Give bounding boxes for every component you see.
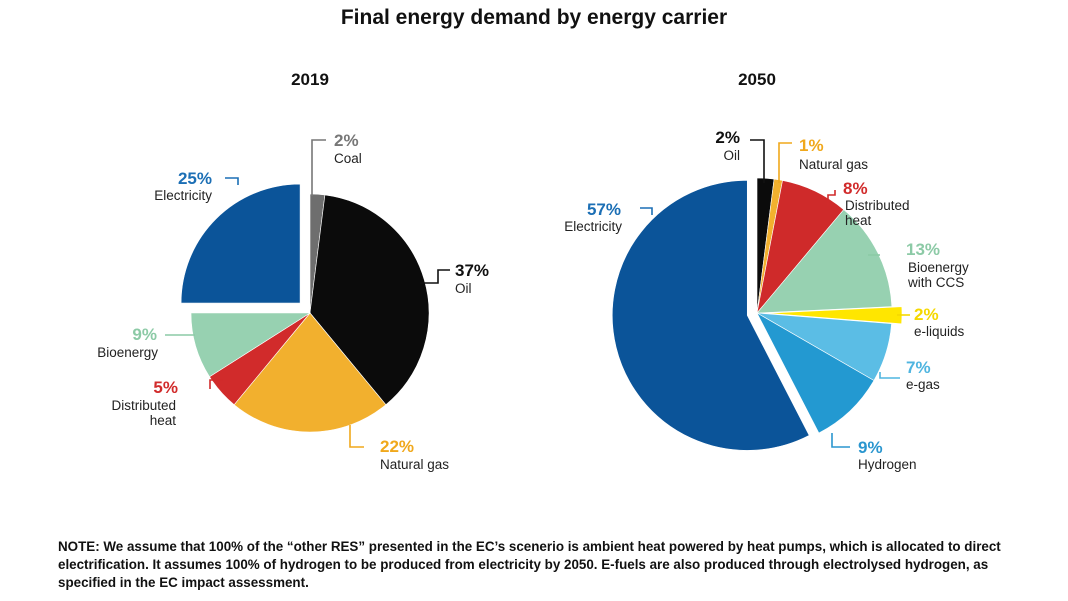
pct-label-2019-coal: 2% [334,131,359,150]
pct-label-2019-oil: 37% [455,261,489,280]
pie-2050-title: 2050 [738,70,776,89]
slice-label-2019-electricity: Electricity [154,188,212,203]
footnote: NOTE: We assume that 100% of the “other … [58,539,1001,590]
pct-label-2019-natural-gas: 22% [380,437,414,456]
pct-label-2050-e-gas: 7% [906,358,931,377]
slice-label-2050-hydrogen: Hydrogen [858,457,917,472]
pct-label-2050-e-liquids: 2% [914,305,939,324]
leader-2019-oil [420,269,450,284]
leader-2050-oil [750,139,765,183]
slice-label-2050-electricity: Electricity [564,219,622,234]
pct-label-2050-oil: 2% [715,128,740,147]
pct-label-2050-natural-gas: 1% [799,136,824,155]
slice-2019-natural-gas [233,312,387,433]
leader-2019-distributed-heat [209,379,223,389]
leader-2050-e-gas [879,372,900,379]
slice-2050-hydrogen [756,312,875,434]
leader-2019-coal [311,139,326,196]
pct-label-2019-distributed-heat: 5% [153,378,178,397]
leader-2019-natural-gas [349,425,364,448]
slice-label-2050-natural-gas: Natural gas [799,157,868,172]
pie-2019-title: 2019 [291,70,329,89]
slice-2019-oil [309,194,430,406]
pie-2019: 2%Coal 37%Oil 22%Natural gas 5%Distributed h… [97,131,489,472]
slice-2050-bioenergy-with-ccs [756,209,893,314]
leader-2050-natural-gas [778,142,792,183]
pct-label-2050-hydrogen: 9% [858,438,883,457]
slice-label-2019-distributed-heat: Distributed heat [111,398,176,428]
pct-label-2019-bioenergy: 9% [132,325,157,344]
slice-label-2050-bioenergy-with-ccs: Bioenergy with CCS [907,260,969,290]
slice-label-2019-coal: Coal [334,151,362,166]
leader-2050-hydrogen [831,433,850,448]
pct-label-2019-electricity: 25% [178,169,212,188]
slice-2019-bioenergy [190,312,312,378]
pct-label-2050-bioenergy-with-ccs: 13% [906,240,940,259]
slice-label-2019-oil: Oil [455,281,472,296]
slice-2019-electricity [180,183,301,304]
slice-label-2019-natural-gas: Natural gas [380,457,449,472]
leader-2050-distributed-heat [827,190,836,205]
slice-label-2050-e-liquids: e-liquids [914,324,965,339]
pct-label-2050-distributed-heat: 8% [843,179,868,198]
slice-label-2050-oil: Oil [724,148,741,163]
leader-2019-electricity [225,177,239,185]
leader-2050-electricity [640,207,653,215]
pct-label-2050-electricity: 57% [587,200,621,219]
chart-title: Final energy demand by energy carrier [340,6,728,29]
slice-label-2050-distributed-heat: Distributed heat [845,198,910,228]
slice-2050-electricity [611,180,810,451]
slice-label-2050-e-gas: e-gas [906,377,940,392]
slice-label-2019-bioenergy: Bioenergy [97,345,158,360]
